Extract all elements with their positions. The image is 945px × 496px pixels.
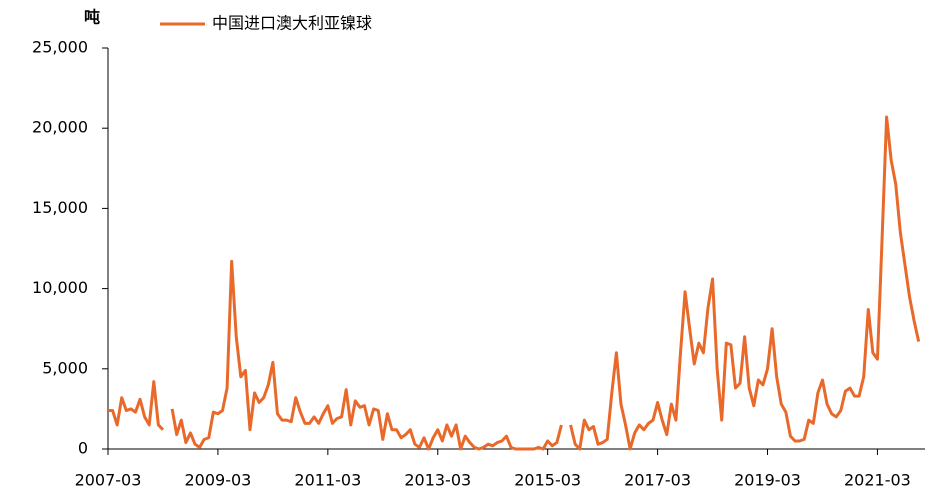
y-tick-label: 20,000 xyxy=(32,118,88,137)
y-tick-label: 25,000 xyxy=(32,38,88,57)
legend: 中国进口澳大利亚镍球 xyxy=(160,14,372,33)
y-axis-unit: 吨 xyxy=(84,8,100,27)
x-tick-label: 2009-03 xyxy=(184,471,251,490)
y-tick-label: 5,000 xyxy=(42,358,88,377)
x-tick-label: 2017-03 xyxy=(624,471,691,490)
legend-label: 中国进口澳大利亚镍球 xyxy=(212,14,372,33)
x-tick-label: 2021-03 xyxy=(844,471,911,490)
x-tick-label: 2007-03 xyxy=(75,471,142,490)
x-tick-label: 2019-03 xyxy=(734,471,801,490)
y-tick-label: 15,000 xyxy=(32,198,88,217)
x-tick-label: 2015-03 xyxy=(514,471,581,490)
x-tick-label: 2013-03 xyxy=(404,471,471,490)
y-tick-label: 0 xyxy=(78,439,88,458)
y-tick-label: 10,000 xyxy=(32,278,88,297)
data-line xyxy=(108,115,921,451)
x-tick-label: 2011-03 xyxy=(294,471,361,490)
